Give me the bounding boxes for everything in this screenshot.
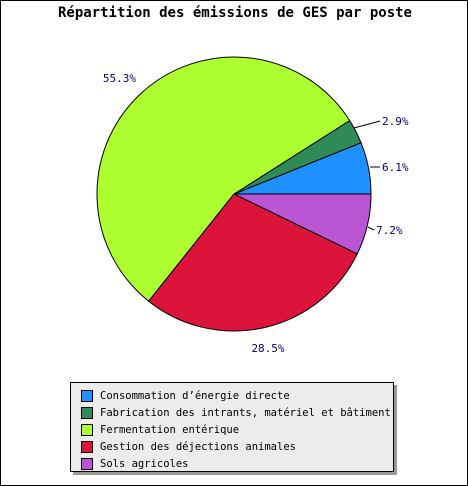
legend-label-fermentation: Fermentation entérique — [100, 423, 240, 436]
legend-swatch-dejections — [81, 440, 93, 453]
leader-line-sols — [367, 226, 375, 231]
pie-slice-fermentation — [96, 56, 351, 302]
legend-item-energie: Consommation d’énergie directe — [81, 387, 393, 404]
legend-swatch-energie — [81, 389, 93, 402]
legend-swatch-fermentation — [81, 423, 93, 436]
legend-item-intrants: Fabrication des intrants, matériel et bâ… — [81, 404, 393, 421]
slice-label-dejections: 28.5% — [251, 342, 284, 355]
legend: Consommation d’énergie directe Fabricati… — [70, 382, 394, 472]
legend-label-sols: Sols agricoles — [100, 457, 189, 470]
pie-slice-sols — [233, 193, 372, 255]
leader-line-intrants — [353, 120, 381, 129]
legend-item-sols: Sols agricoles — [81, 455, 393, 472]
legend-item-dejections: Gestion des déjections animales — [81, 438, 393, 455]
legend-swatch-intrants — [81, 406, 93, 419]
chart-title: Répartition des émissions de GES par pos… — [57, 5, 412, 21]
pie-slice-dejections — [147, 193, 358, 332]
legend-item-fermentation: Fermentation entérique — [81, 421, 393, 438]
legend-label-dejections: Gestion des déjections animales — [100, 440, 296, 453]
legend-swatch-sols — [81, 457, 93, 470]
legend-label-energie: Consommation d’énergie directe — [100, 389, 290, 402]
slice-label-intrants: 2.9% — [382, 115, 409, 128]
slice-label-fermentation: 55.3% — [103, 72, 136, 85]
slice-label-energie: 6.1% — [382, 161, 409, 174]
legend-label-intrants: Fabrication des intrants, matériel et bâ… — [100, 406, 391, 419]
slice-label-sols: 7.2% — [376, 224, 403, 237]
